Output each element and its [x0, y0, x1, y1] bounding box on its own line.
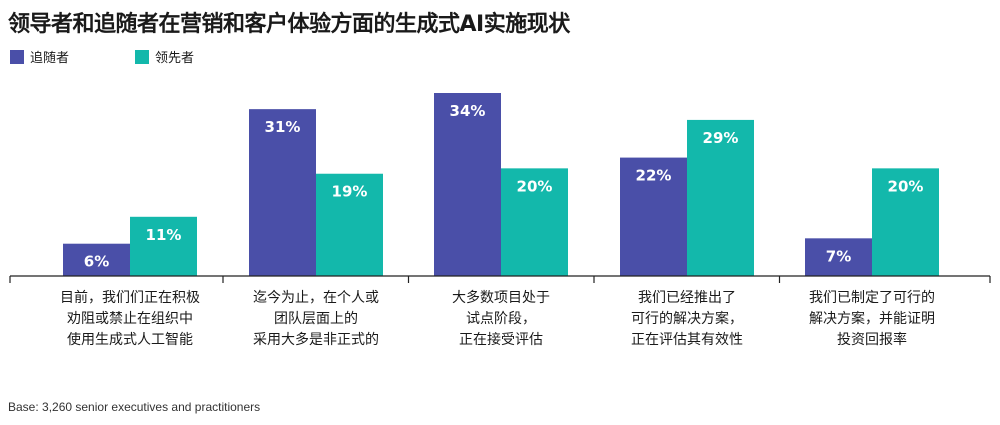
bar-followers-3 — [620, 157, 687, 276]
category-label-3: 我们已经推出了可行的解决方案， 正在评估其有效性 — [631, 290, 743, 348]
data-label-leaders-0: 11% — [146, 226, 182, 244]
data-label-leaders-2: 20% — [517, 177, 553, 195]
bar-leaders-2 — [501, 168, 568, 276]
category-label-line: 团队层面上的 — [274, 311, 358, 327]
bar-leaders-1 — [316, 173, 383, 276]
category-label-line: 我们已制定了可行的 — [809, 290, 935, 306]
data-label-leaders-1: 19% — [332, 183, 368, 201]
category-label-line: 使用生成式人工智能 — [67, 331, 193, 348]
category-label-0: 目前，我们们正在积极劝阻或禁止在组织中使用生成式人工智能 — [60, 289, 200, 348]
category-label-line: 正在接受评估 — [459, 331, 543, 348]
legend-label-followers: 追随者 — [30, 51, 70, 66]
category-label-1: 迄今为止，在个人或团队层面上的采用大多是非正式的 — [253, 290, 379, 348]
legend-swatch-leaders — [135, 49, 149, 64]
bar-followers-2 — [434, 93, 501, 276]
legend-label-leaders: 领先者 — [155, 51, 195, 66]
category-label-line: 解决方案，并能证明 — [809, 310, 935, 327]
category-label-line: 大多数项目处于 — [452, 289, 550, 306]
bar-followers-1 — [249, 109, 316, 276]
category-label-line: 劝阻或禁止在组织中 — [67, 311, 193, 327]
category-label-2: 大多数项目处于试点阶段， 正在接受评估 — [452, 289, 550, 348]
data-label-leaders-3: 29% — [703, 129, 739, 147]
data-label-leaders-4: 20% — [888, 177, 924, 195]
bar-leaders-3 — [687, 119, 754, 276]
legend-swatch-followers — [10, 49, 24, 64]
category-label-4: 我们已制定了可行的解决方案，并能证明投资回报率 — [809, 290, 935, 348]
category-label-line: 迄今为止，在个人或 — [253, 290, 379, 306]
category-label-line: 我们已经推出了 — [638, 290, 736, 306]
data-label-followers-2: 34% — [450, 102, 486, 120]
category-label-line: 试点阶段， — [466, 311, 536, 327]
category-label-line: 采用大多是非正式的 — [253, 331, 379, 348]
bar-leaders-0 — [130, 216, 197, 276]
data-label-followers-3: 22% — [636, 167, 672, 185]
category-label-line: 目前，我们们正在积极 — [60, 289, 200, 306]
data-label-followers-4: 7% — [826, 247, 851, 265]
category-label-line: 正在评估其有效性 — [631, 332, 743, 348]
category-label-line: 投资回报率 — [837, 331, 907, 348]
data-label-followers-0: 6% — [84, 253, 109, 271]
chart-title: 领导者和追随者在营销和客户体验方面的生成式AI实施现状 — [8, 12, 570, 37]
footnote: Base: 3,260 senior executives and practi… — [8, 400, 261, 414]
bar-leaders-4 — [872, 168, 939, 276]
data-label-followers-1: 31% — [265, 118, 301, 136]
bar-followers-4 — [805, 238, 872, 276]
bar-followers-0 — [63, 243, 130, 276]
category-label-line: 可行的解决方案， — [631, 310, 743, 327]
legend-item-leaders: 领先者 — [135, 47, 194, 66]
legend-item-followers: 追随者 — [10, 47, 69, 66]
